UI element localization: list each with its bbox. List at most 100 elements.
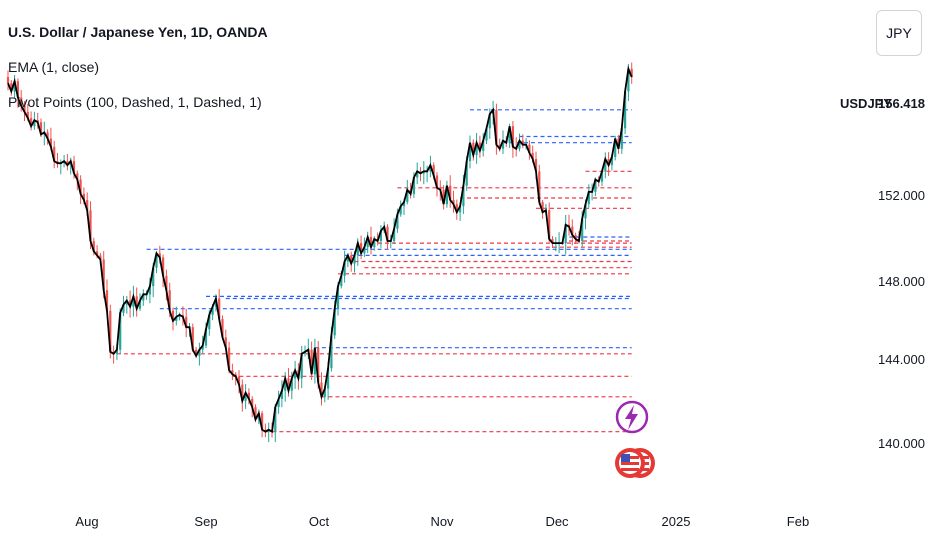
candle-body: [89, 210, 92, 242]
candle-body: [300, 353, 303, 379]
candle-body: [132, 296, 135, 307]
candle-body: [445, 185, 448, 205]
candle-body: [138, 300, 142, 309]
candle-body: [564, 224, 567, 244]
candle-body: [327, 368, 330, 389]
candle-body: [452, 200, 455, 205]
candle-body: [142, 294, 145, 301]
candle-body: [36, 120, 39, 123]
x-tick-label: Oct: [308, 514, 330, 529]
candle-body: [495, 109, 498, 145]
candle-body: [630, 68, 633, 78]
candle-body: [356, 243, 359, 256]
candle-body: [402, 202, 406, 207]
candle-body: [393, 228, 396, 242]
candle-body: [195, 349, 198, 356]
candle-body: [76, 173, 79, 180]
candle-body: [548, 210, 551, 239]
last-price-symbol: USDJPY: [840, 96, 893, 111]
candle-body: [587, 191, 590, 205]
candle-body: [204, 329, 208, 346]
candle-body: [135, 296, 138, 309]
candle-body: [399, 206, 402, 215]
candle-body: [56, 161, 59, 164]
candle-body: [96, 251, 99, 256]
candle-body: [620, 128, 623, 149]
candle-body: [92, 241, 95, 252]
candle-body: [465, 161, 468, 186]
candle-body: [472, 142, 475, 155]
candle-body: [462, 185, 465, 207]
candle-body: [607, 159, 610, 166]
candle-body: [610, 157, 613, 166]
candle-body: [198, 349, 201, 356]
candle-body: [105, 290, 109, 311]
candle-body: [313, 347, 316, 375]
candlesticks: [6, 62, 633, 443]
candle-body: [379, 230, 382, 242]
candle-body: [251, 398, 254, 408]
candle-body: [346, 255, 349, 262]
candle-body: [237, 376, 241, 385]
candle-body: [218, 298, 221, 319]
y-tick-label: 140.000: [878, 436, 925, 451]
candle-body: [99, 255, 102, 260]
ema-legend[interactable]: EMA (1, close): [8, 59, 100, 75]
candle-body: [109, 310, 112, 352]
pivot-levels: [116, 109, 632, 433]
candle-body: [518, 140, 521, 149]
lightning-event-icon[interactable]: [615, 400, 649, 434]
candle-body: [162, 257, 165, 276]
candle-body: [432, 165, 435, 176]
candle-body: [185, 316, 188, 328]
candle-body: [10, 83, 13, 92]
x-tick-label: Dec: [545, 514, 569, 529]
pivot-points-legend[interactable]: Pivot Points (100, Dashed, 1, Dashed, 1): [8, 94, 262, 110]
candle-body: [521, 140, 524, 145]
candle-body: [373, 239, 376, 248]
y-tick-label: 152.000: [878, 188, 925, 203]
candle-body: [459, 206, 462, 213]
candle-body: [614, 138, 617, 157]
candle-body: [46, 132, 49, 139]
y-tick-label: 148.000: [878, 274, 925, 289]
candle-body: [468, 142, 472, 162]
candle-body: [102, 259, 105, 291]
candle-body: [571, 226, 574, 235]
candle-body: [600, 171, 604, 182]
candle-body: [254, 407, 257, 420]
candle-body: [16, 81, 19, 98]
candle-body: [20, 97, 23, 106]
candle-body: [39, 122, 43, 135]
candle-body: [429, 165, 432, 172]
candle-body: [435, 175, 439, 188]
candle-body: [191, 327, 194, 350]
candle-body: [122, 304, 125, 313]
candle-body: [125, 300, 128, 305]
candle-body: [584, 204, 587, 219]
candle-body: [538, 171, 541, 203]
candle-body: [488, 113, 491, 129]
x-tick-label: Nov: [430, 514, 454, 529]
candle-body: [604, 159, 607, 172]
chart-title[interactable]: U.S. Dollar / Japanese Yen, 1D, OANDA: [8, 24, 268, 40]
candle-body: [201, 345, 204, 350]
x-tick-label: Sep: [194, 514, 218, 529]
candle-body: [277, 398, 280, 408]
candle-body: [274, 407, 277, 432]
candle-body: [224, 337, 227, 348]
candle-body: [129, 300, 132, 307]
candle-body: [511, 126, 514, 147]
candle-body: [363, 247, 366, 254]
currency-button[interactable]: JPY: [876, 10, 922, 56]
candle-body: [155, 253, 158, 268]
candle-body: [386, 226, 389, 242]
candle-body: [406, 189, 409, 203]
candle-body: [294, 370, 297, 379]
candle-body: [178, 314, 181, 317]
candle-body: [280, 390, 283, 399]
candle-body: [158, 253, 161, 258]
us-flag-event-icon[interactable]: [615, 448, 655, 478]
candle-body: [49, 138, 52, 147]
